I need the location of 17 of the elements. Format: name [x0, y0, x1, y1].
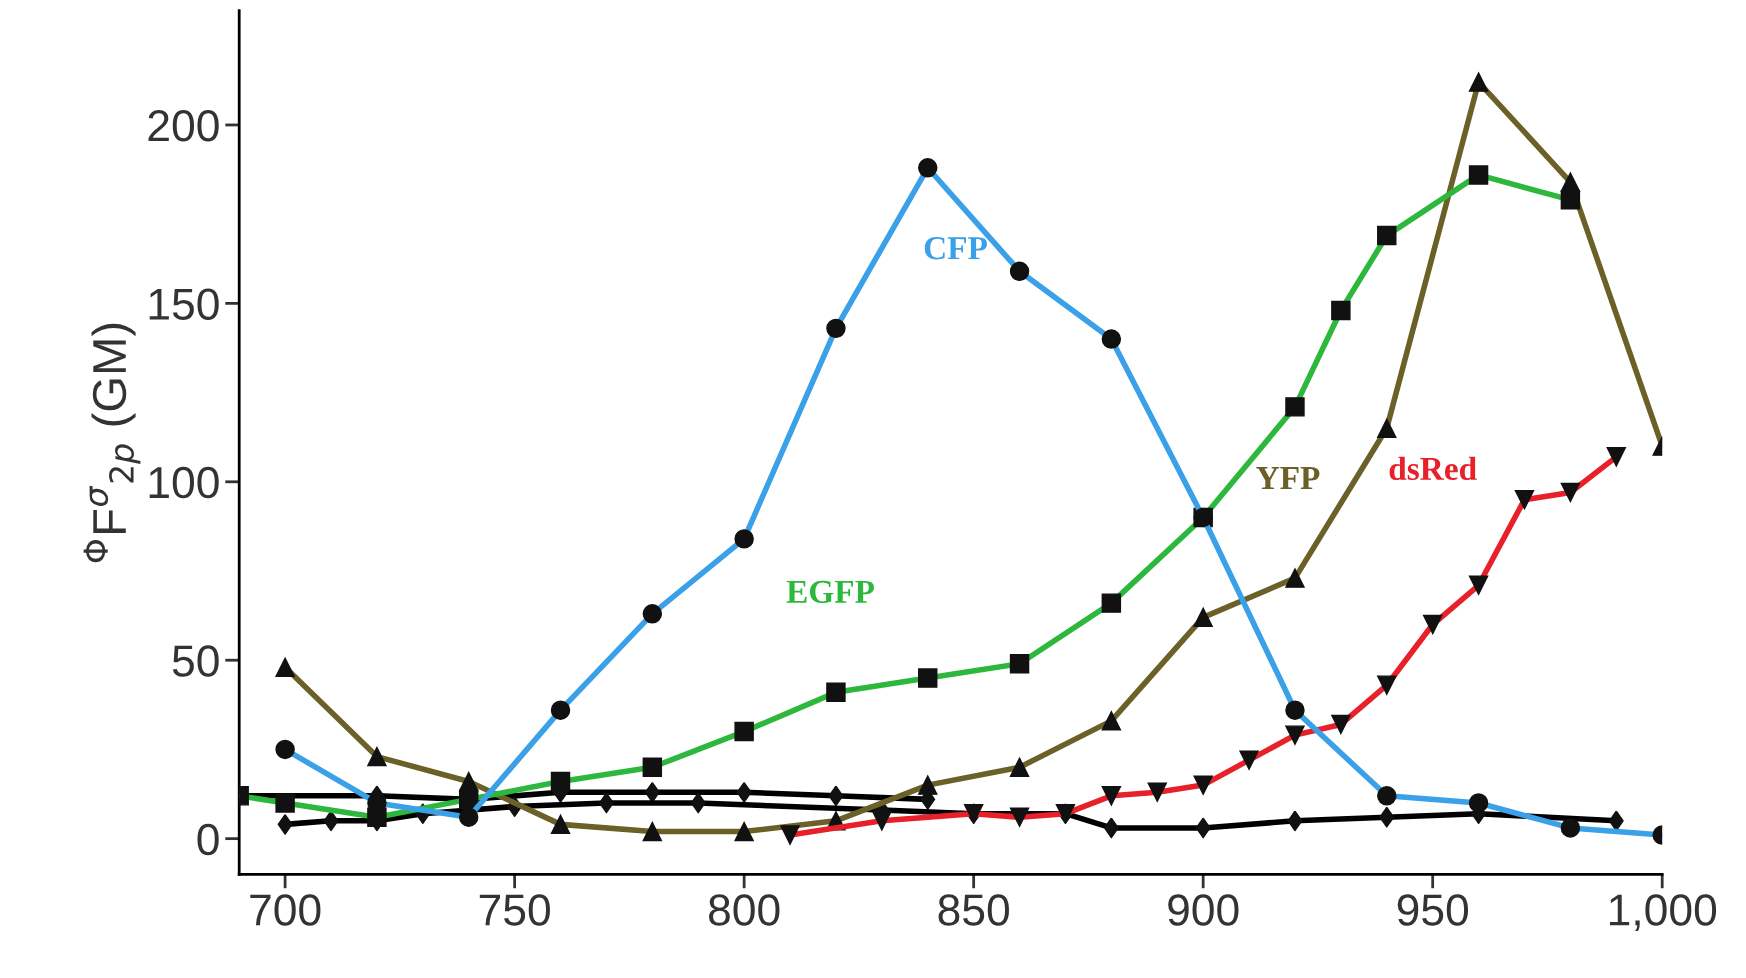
x-tick-label: 750: [479, 894, 550, 926]
text: EGFP: [786, 580, 875, 604]
x-tick-label: 700: [250, 894, 321, 926]
y-tick-label: 100: [149, 466, 219, 499]
y-tick-label: 0: [197, 823, 219, 856]
x-tick-label: 900: [1168, 894, 1239, 926]
series-label: YFP: [1256, 467, 1320, 489]
y-tick-label: 200: [148, 110, 219, 142]
y-tick-label: 150: [149, 288, 219, 320]
series-label: dsRed: [1389, 456, 1477, 481]
y-tick-label: 50: [172, 645, 219, 677]
x-tick-label: 950: [1397, 894, 1469, 926]
x-tick-label: 800: [708, 894, 780, 926]
series-label: CFP: [924, 237, 987, 260]
x-tick-label: 1,000: [1609, 894, 1717, 931]
x-tick-label: 850: [938, 894, 1009, 926]
y-axis-title: $^{Φ}$F$^{σ}$$_{2p}$ (GM): [83, 323, 141, 563]
